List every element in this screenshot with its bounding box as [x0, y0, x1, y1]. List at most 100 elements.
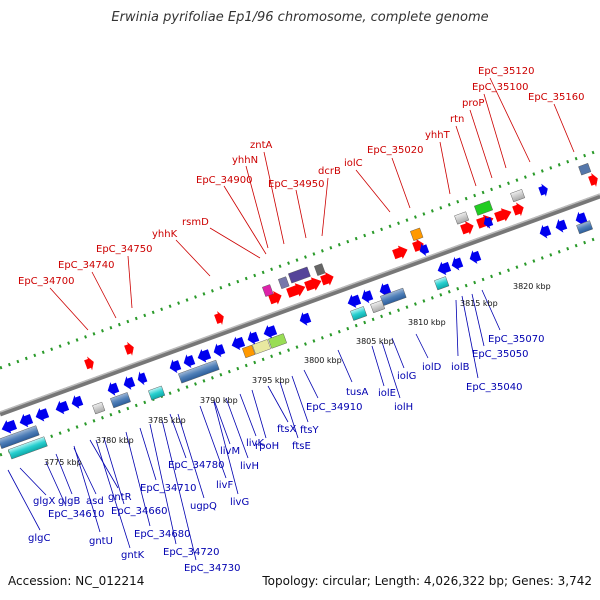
- gene-block: [252, 339, 272, 355]
- gene-label[interactable]: ftsX: [277, 424, 296, 435]
- reverse-gene-arrow: [299, 312, 312, 326]
- lower-gene-labels: glgC glgX EpC_34610 glgB asd gntU gntK g…: [28, 334, 544, 574]
- forward-gene-arrow-shape: [460, 221, 474, 235]
- reverse-gene-arrow: [197, 349, 212, 363]
- gene-block-rect: [474, 200, 494, 216]
- gene-label[interactable]: asd: [86, 496, 104, 507]
- gene-arrow-small: [483, 215, 494, 229]
- gene-label[interactable]: EpC_34710: [140, 483, 196, 494]
- gene-block: [242, 344, 256, 359]
- gene-label[interactable]: iolC: [344, 158, 363, 169]
- gene-label[interactable]: rsmD: [182, 217, 209, 228]
- gene-block: [578, 162, 592, 176]
- gene-label[interactable]: gntU: [89, 536, 113, 547]
- gene-label[interactable]: EpC_35120: [478, 66, 534, 77]
- gene-label[interactable]: rtn: [450, 114, 464, 125]
- gene-label[interactable]: yhhN: [232, 155, 258, 166]
- gene-block-rect: [454, 211, 470, 225]
- gene-label[interactable]: livH: [240, 461, 259, 472]
- gene-label[interactable]: livG: [230, 497, 249, 508]
- gene-block-rect: [370, 300, 386, 314]
- gene-label[interactable]: proP: [462, 98, 484, 109]
- lower-leader-line: [291, 375, 309, 423]
- gene-label[interactable]: iolH: [394, 402, 413, 413]
- gene-label[interactable]: EpC_34750: [96, 244, 152, 255]
- reverse-gene-arrow-shape: [71, 395, 84, 409]
- lower-leader-line: [103, 437, 125, 505]
- gene-label[interactable]: EpC_34910: [306, 402, 362, 413]
- lower-leader-line: [239, 393, 257, 437]
- gene-label[interactable]: livK: [246, 438, 264, 449]
- reverse-gene-arrow-shape: [137, 371, 148, 386]
- gene-label[interactable]: EpC_35050: [472, 349, 528, 360]
- gene-block-rect: [288, 266, 311, 284]
- lower-leader-line: [455, 299, 459, 357]
- gene-label[interactable]: EpC_34780: [168, 460, 224, 471]
- gene-label[interactable]: iolE: [378, 388, 396, 399]
- lower-leader-line: [461, 295, 479, 379]
- gene-label[interactable]: livF: [216, 480, 233, 491]
- gene-label[interactable]: EpC_34700: [18, 276, 74, 287]
- gene-label[interactable]: EpC_34900: [196, 175, 252, 186]
- gene-label[interactable]: gntR: [108, 492, 132, 503]
- genome-stats-text: Topology: circular; Length: 4,026,322 bp…: [262, 574, 592, 588]
- gene-label[interactable]: EpC_34610: [48, 509, 104, 520]
- reverse-gene-arrow-shape: [263, 325, 278, 339]
- gene-label[interactable]: EpC_35070: [488, 334, 544, 345]
- gene-label[interactable]: EpC_35040: [466, 382, 522, 393]
- gene-block: [110, 392, 131, 409]
- gene-label[interactable]: glgX: [33, 496, 55, 507]
- gene-label[interactable]: iolD: [422, 362, 442, 373]
- upper-leader-line: [553, 103, 575, 153]
- gene-block: [178, 359, 220, 384]
- reverse-gene-arrow-shape: [437, 261, 452, 276]
- lower-leader-line: [303, 369, 319, 399]
- gene-label[interactable]: iolB: [451, 362, 470, 373]
- gene-label[interactable]: zntA: [250, 140, 273, 151]
- gene-block-rect: [434, 276, 450, 291]
- gene-label[interactable]: glgC: [28, 533, 50, 544]
- gene-block: [434, 276, 450, 291]
- gene-block: [0, 425, 40, 449]
- gene-label[interactable]: EpC_34660: [111, 506, 167, 517]
- lower-leader-line: [471, 293, 485, 347]
- gene-label[interactable]: EpC_34680: [134, 529, 190, 540]
- gene-block-rect: [148, 385, 166, 401]
- gene-label[interactable]: ugpQ: [190, 501, 217, 512]
- scale-tick-label: 3790 kbp: [200, 396, 238, 405]
- gene-label[interactable]: EpC_34720: [163, 547, 219, 558]
- scale-tick-label: 3785 kbp: [148, 416, 186, 425]
- forward-gene-arrow: [494, 208, 512, 223]
- gene-label[interactable]: ftsE: [292, 441, 311, 452]
- gene-label[interactable]: EpC_35160: [528, 92, 584, 103]
- lower-leader-line: [19, 467, 47, 496]
- gene-block: [350, 306, 368, 321]
- reverse-gene-arrow: [263, 325, 278, 339]
- reverse-gene-arrow-shape: [19, 413, 34, 428]
- reverse-gene-arrow: [71, 395, 84, 409]
- gene-label[interactable]: glgB: [58, 496, 80, 507]
- gene-label[interactable]: EpC_35020: [367, 145, 423, 156]
- gene-label[interactable]: tusA: [346, 387, 368, 398]
- gene-label[interactable]: livM: [220, 446, 240, 457]
- gene-label[interactable]: EpC_35100: [472, 82, 528, 93]
- gene-label[interactable]: dcrB: [318, 166, 341, 177]
- gene-label[interactable]: EpC_34740: [58, 260, 114, 271]
- reverse-gene-arrow-shape: [1, 419, 18, 434]
- gene-block: [510, 189, 526, 203]
- gene-label[interactable]: ftsY: [300, 425, 319, 436]
- gene-label[interactable]: rpoH: [255, 441, 279, 452]
- gene-block-rect: [178, 359, 220, 384]
- scale-tick-label: 3805 kbp: [356, 337, 394, 346]
- gene-label[interactable]: EpC_34950: [268, 179, 324, 190]
- forward-gene-arrow-shape: [304, 277, 322, 292]
- gene-label[interactable]: gntK: [121, 550, 145, 561]
- gene-label[interactable]: iolG: [397, 371, 416, 382]
- upper-leader-line: [391, 157, 411, 209]
- upper-leader-line: [91, 271, 117, 319]
- gene-arrow-small-shape: [538, 183, 548, 197]
- reverse-gene-arrow: [1, 419, 18, 434]
- gene-label[interactable]: EpC_34730: [184, 563, 240, 574]
- gene-label[interactable]: yhhK: [152, 229, 178, 240]
- gene-label[interactable]: yhhT: [425, 130, 451, 141]
